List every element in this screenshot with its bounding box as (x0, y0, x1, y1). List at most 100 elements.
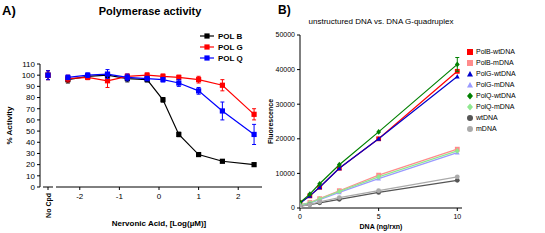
series-line (300, 71, 457, 202)
panel-label: A) (2, 3, 16, 18)
data-point (337, 162, 342, 168)
error-bar (197, 87, 201, 94)
error-bar (177, 132, 181, 136)
y-tick-label: 0 (31, 183, 36, 192)
data-point (160, 77, 165, 82)
legend-marker (204, 44, 209, 49)
error-bar (197, 76, 201, 83)
x-tick (378, 208, 379, 211)
error-bar (177, 75, 181, 79)
control-label: No Cpd (45, 193, 53, 218)
y-tick-label: 20000 (276, 135, 296, 142)
y-tick (297, 104, 300, 105)
legend-label: PolQ-wtDNA (476, 92, 516, 100)
legend-label: wtDNA (475, 114, 498, 121)
error-bar (86, 73, 90, 77)
y-tick (297, 138, 300, 139)
data-point (85, 73, 90, 78)
data-point (307, 202, 312, 207)
x-tick-label: -2 (76, 192, 84, 201)
panel-label: B) (278, 3, 291, 17)
y-tick (37, 153, 40, 154)
data-point (220, 159, 225, 164)
legend-marker (467, 49, 473, 55)
y-tick (37, 64, 40, 65)
control-tick (48, 187, 49, 190)
x-tick (457, 208, 458, 211)
error-bar (161, 98, 165, 102)
x-axis-label: DNA (ng/rxn) (360, 223, 403, 231)
figure: A)Polymerase activity0102030405060708090… (0, 0, 545, 233)
y-tick (37, 131, 40, 132)
control-point (45, 73, 50, 78)
data-point (160, 97, 165, 102)
data-point (251, 112, 256, 117)
x-tick-label: 2 (236, 192, 241, 201)
error-bar (177, 80, 181, 87)
legend-label: PolB-mDNA (476, 59, 514, 66)
series-line (300, 64, 457, 202)
y-tick (37, 86, 40, 87)
y-tick (37, 164, 40, 165)
x-tick (238, 187, 239, 190)
control-point (45, 73, 50, 78)
error-bar (125, 74, 129, 81)
y-tick (37, 142, 40, 143)
x-tick (159, 187, 160, 190)
data-point (105, 71, 110, 76)
legend-marker (467, 92, 473, 99)
data-point (176, 80, 181, 85)
data-point (307, 202, 312, 207)
title: unstructured DNA vs. DNA G-quadruplex (309, 17, 454, 26)
x-tick-label: 5 (377, 213, 381, 220)
y-axis-label: Fluorescence (267, 99, 274, 144)
data-point (196, 152, 201, 157)
series-line (300, 180, 457, 206)
y-tick-label: 100 (22, 71, 36, 80)
series-line (68, 75, 254, 164)
data-point (376, 129, 381, 135)
data-point (337, 189, 342, 195)
y-tick (37, 108, 40, 109)
y-tick-label: 40000 (276, 66, 296, 73)
y-tick (37, 187, 40, 188)
legend-label: mDNA (476, 125, 497, 132)
legend-label: PolG-wtDNA (476, 70, 516, 77)
y-tick-label: 50 (26, 127, 35, 136)
data-point (317, 199, 322, 204)
series-line (300, 177, 457, 206)
data-point (376, 136, 381, 140)
data-point (220, 108, 225, 113)
series-line (300, 149, 457, 205)
data-point (220, 83, 225, 88)
x-tick (119, 187, 120, 190)
legend-label: POL G (218, 43, 243, 52)
legend-marker (467, 71, 473, 76)
y-tick (37, 119, 40, 120)
series-line (68, 74, 254, 134)
legend-label: PolB-wtDNA (476, 48, 515, 55)
legend-marker (467, 103, 473, 110)
error-bar (161, 77, 165, 81)
error-bar (66, 75, 70, 79)
y-tick (37, 175, 40, 176)
data-point (125, 75, 130, 80)
y-tick-label: 40 (26, 138, 35, 147)
y-tick-label: 10 (26, 172, 35, 181)
data-point (196, 88, 201, 93)
error-bar (66, 75, 70, 82)
error-bar (106, 70, 110, 79)
x-tick-label: 0 (157, 192, 162, 201)
y-tick-label: 30000 (276, 101, 296, 108)
y-tick (297, 69, 300, 70)
data-point (65, 75, 70, 80)
y-tick-label: 90 (26, 82, 35, 91)
data-point (300, 204, 302, 208)
data-point (455, 148, 460, 154)
y-tick-label: 110 (22, 60, 35, 69)
y-tick-label: 30 (26, 149, 35, 158)
legend-label: POL B (218, 32, 243, 41)
x-tick-label: 10 (453, 213, 461, 220)
y-tick-label: 10000 (276, 170, 296, 177)
x-tick (300, 208, 301, 211)
